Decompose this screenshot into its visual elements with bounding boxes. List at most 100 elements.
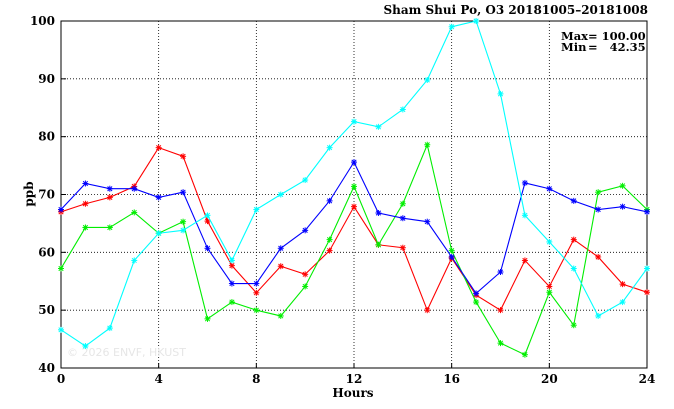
x-tick-label: 8: [252, 372, 260, 386]
data-point: [302, 177, 309, 184]
data-point: [473, 299, 480, 306]
data-point: [302, 283, 309, 290]
data-point: [180, 153, 187, 160]
y-tick-label: 100: [30, 14, 55, 28]
data-point: [448, 23, 455, 30]
data-point: [82, 224, 89, 231]
data-point: [204, 218, 211, 225]
data-point: [106, 194, 113, 201]
data-point: [228, 299, 235, 306]
data-point: [497, 307, 504, 314]
x-axis-label: Hours: [332, 386, 373, 400]
data-point: [228, 257, 235, 264]
data-point: [326, 144, 333, 151]
data-point: [82, 343, 89, 350]
data-point: [131, 209, 138, 216]
stats-max-label: Max: [561, 29, 588, 43]
data-point: [253, 289, 260, 296]
data-point: [424, 141, 431, 148]
data-point: [58, 265, 64, 272]
data-point: [277, 312, 284, 319]
data-point: [351, 159, 357, 166]
x-tick-label: 4: [154, 372, 162, 386]
stats-max-value: = 100.00: [588, 29, 646, 43]
data-point: [302, 227, 309, 234]
data-point: [399, 106, 406, 113]
data-point: [204, 212, 211, 219]
data-point: [595, 189, 602, 196]
data-point: [131, 257, 138, 264]
data-point: [277, 245, 284, 252]
stats-min-value: = 42.35: [588, 40, 646, 54]
data-point: [570, 322, 577, 329]
data-point: [253, 280, 260, 287]
data-point: [131, 185, 138, 192]
y-axis-ticks: 40 50 60 70 80 90 100: [30, 14, 66, 375]
data-point: [595, 206, 602, 213]
data-point: [58, 206, 64, 213]
chart-title: Sham Shui Po, O3 20181005–20181008: [383, 3, 648, 17]
data-point: [155, 194, 162, 201]
data-point: [570, 197, 577, 204]
data-point: [497, 90, 504, 97]
data-point: [546, 283, 553, 290]
data-point: [155, 230, 162, 237]
data-point: [204, 245, 211, 252]
x-tick-label: 24: [639, 372, 656, 386]
grid-lines: [61, 21, 647, 368]
data-point: [106, 224, 113, 231]
data-point: [644, 208, 650, 215]
x-axis-ticks: 0 4 8 12 16 20 24: [57, 363, 656, 386]
data-point: [180, 218, 187, 225]
data-point: [58, 326, 64, 333]
series-4: [58, 18, 650, 350]
data-point: [180, 227, 187, 234]
y-tick-label: 80: [38, 130, 55, 144]
series-layer: [58, 18, 650, 358]
data-point: [180, 189, 187, 196]
data-point: [82, 200, 89, 207]
data-point: [351, 203, 357, 210]
data-point: [644, 289, 650, 296]
data-point: [106, 185, 113, 192]
data-point: [619, 203, 626, 210]
data-point: [399, 200, 406, 207]
data-point: [204, 315, 211, 322]
data-point: [570, 265, 577, 272]
data-point: [155, 144, 162, 151]
data-point: [448, 253, 455, 260]
data-point: [375, 123, 382, 130]
data-point: [326, 236, 333, 243]
data-point: [521, 351, 528, 358]
data-point: [228, 280, 235, 287]
data-point: [277, 263, 284, 270]
x-tick-label: 16: [443, 372, 460, 386]
data-point: [473, 18, 480, 24]
x-tick-label: 20: [541, 372, 558, 386]
data-point: [595, 312, 602, 319]
data-point: [521, 212, 528, 219]
data-point: [546, 238, 553, 245]
data-point: [351, 118, 357, 125]
y-tick-label: 70: [38, 188, 55, 202]
data-point: [546, 289, 553, 296]
data-point: [521, 179, 528, 186]
series-3: [58, 159, 650, 297]
data-point: [521, 257, 528, 264]
watermark: © 2026 ENVF, HKUST: [67, 346, 186, 359]
y-tick-label: 60: [38, 245, 55, 259]
data-point: [399, 215, 406, 222]
data-point: [82, 180, 89, 187]
data-point: [619, 281, 626, 288]
data-point: [497, 340, 504, 347]
data-point: [644, 265, 650, 272]
data-point: [619, 299, 626, 306]
data-point: [424, 218, 431, 225]
data-point: [351, 183, 357, 190]
data-point: [277, 191, 284, 198]
data-point: [619, 182, 626, 189]
x-tick-label: 0: [57, 372, 65, 386]
stats-min-label: Min: [561, 40, 587, 54]
y-tick-label: 40: [38, 361, 55, 375]
